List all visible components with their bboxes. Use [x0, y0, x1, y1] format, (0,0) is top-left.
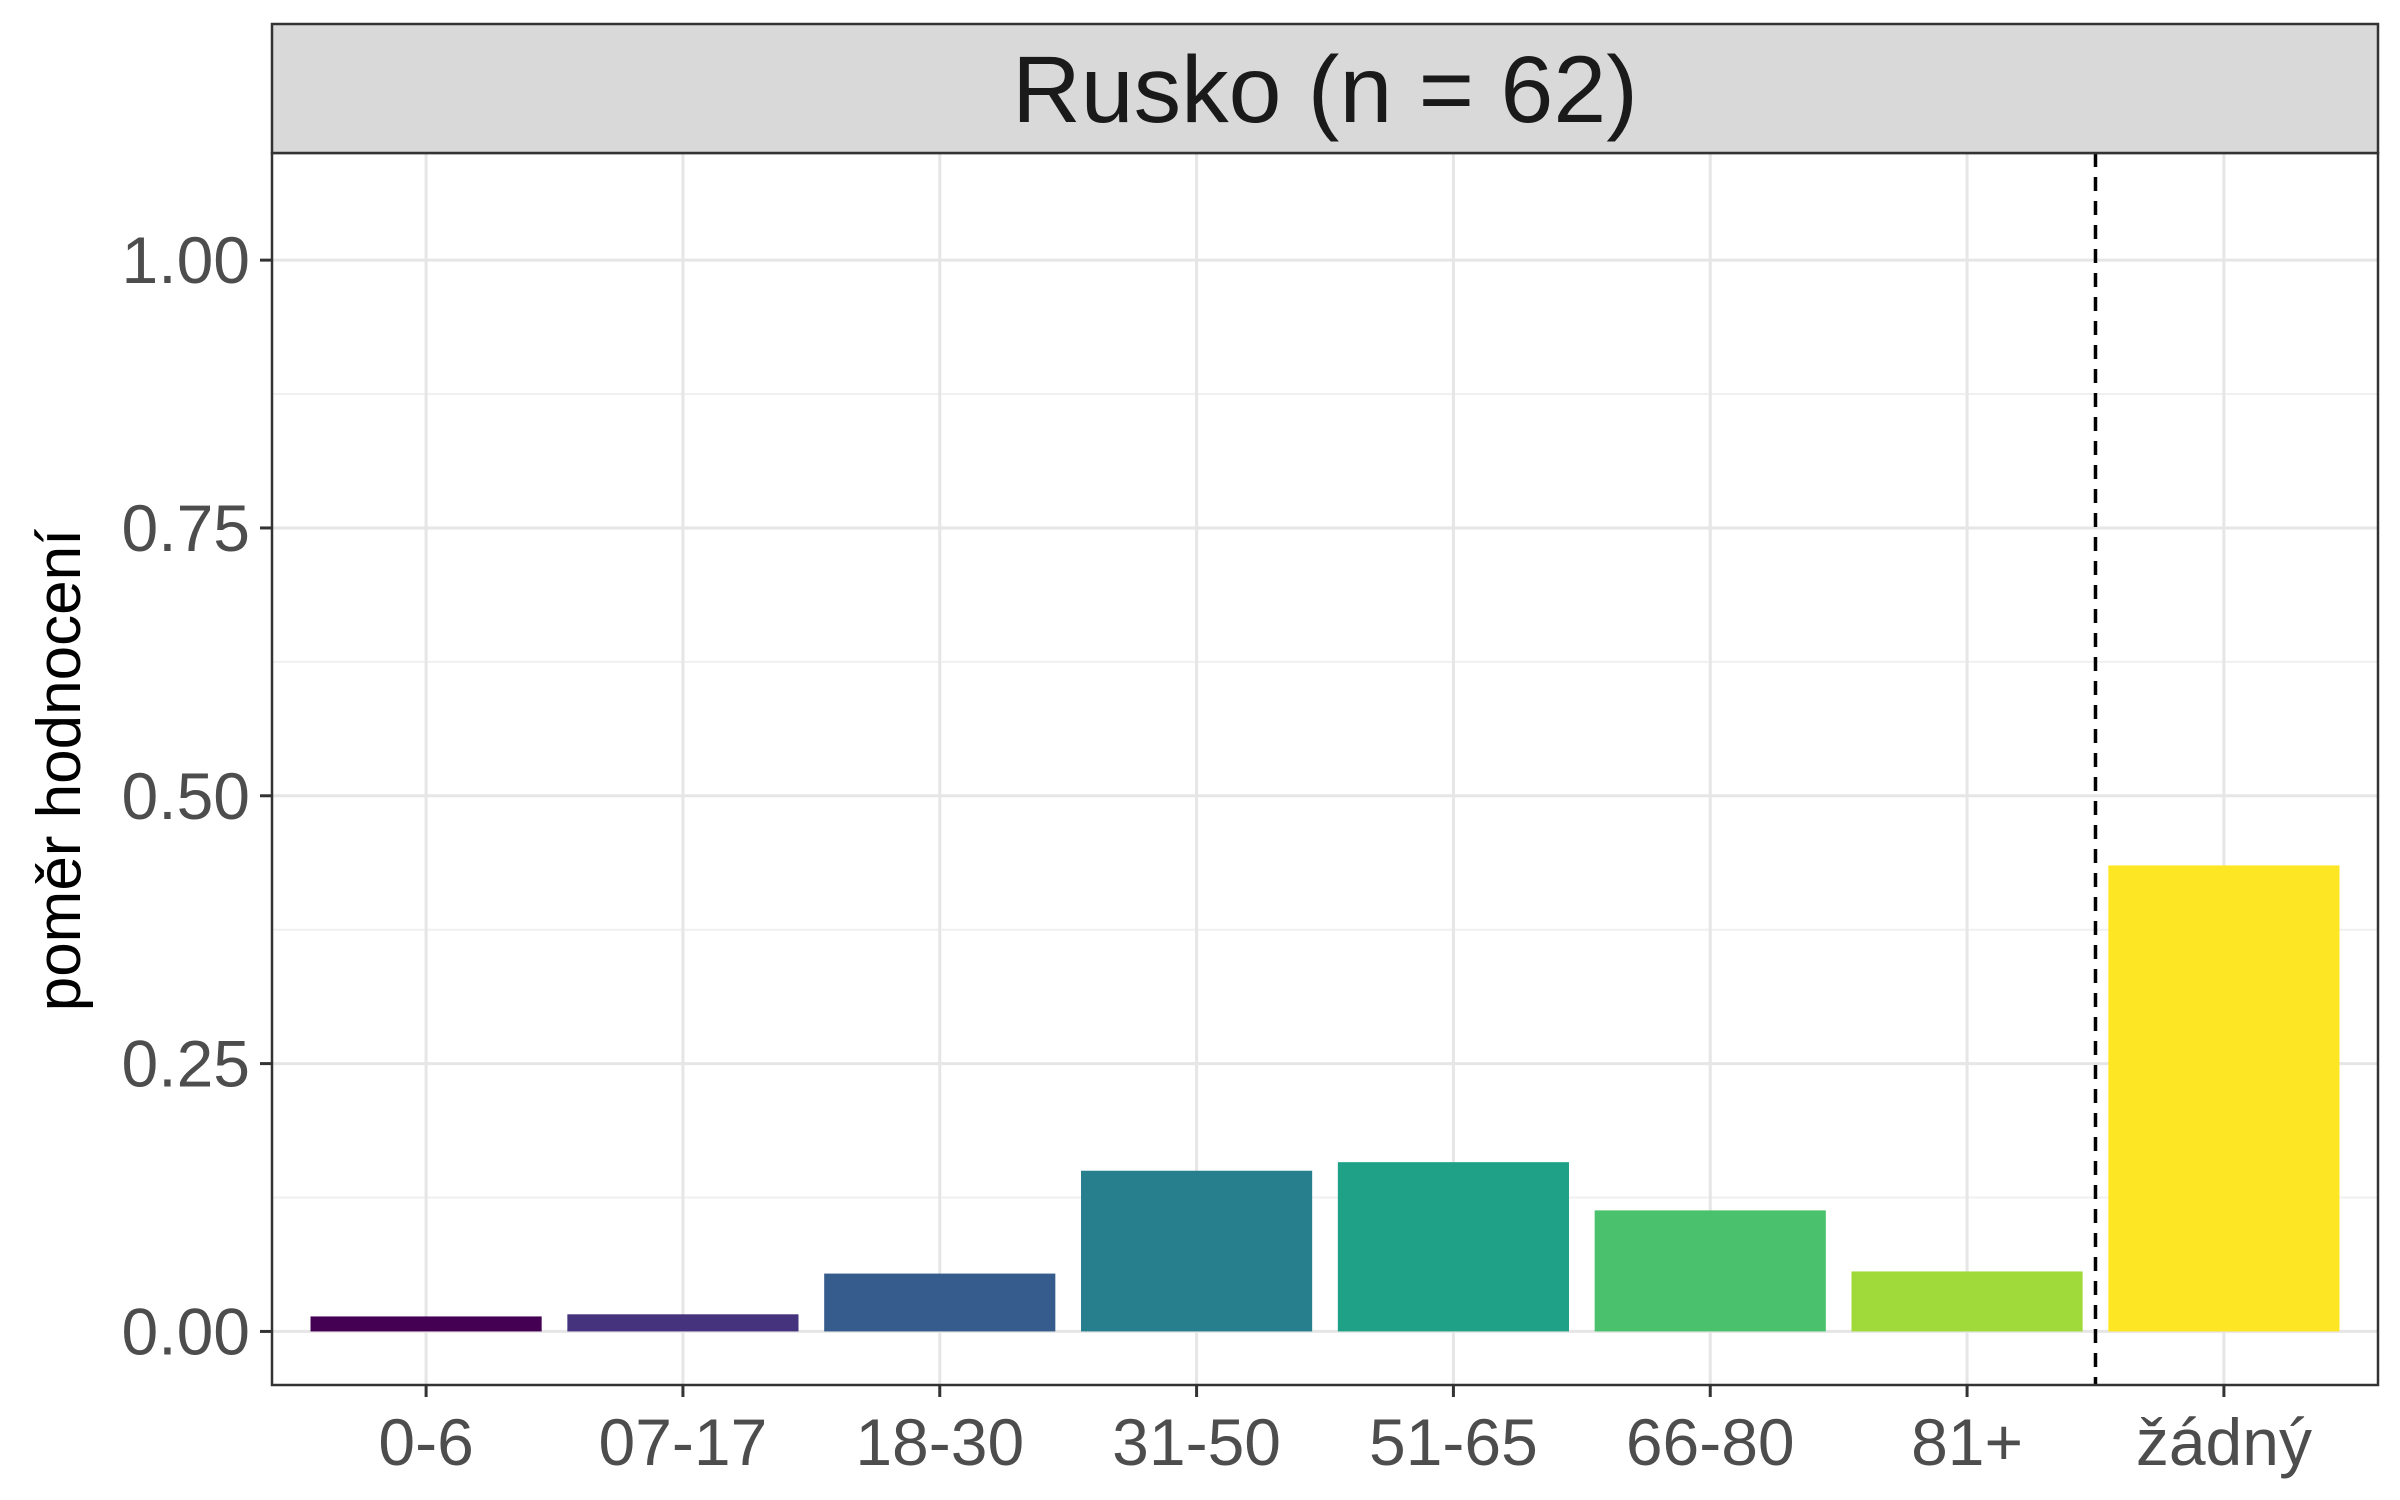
- y-tick-marks: [260, 258, 272, 1333]
- y-tick-label: 0.25: [122, 1027, 250, 1101]
- strip-background: [270, 22, 2380, 155]
- x-tick-label: 31-50: [1112, 1405, 1281, 1479]
- grid-lines: [272, 153, 2378, 1385]
- chart-title: Rusko (n = 62): [1012, 37, 1638, 143]
- bars: [310, 865, 2340, 1332]
- bar-51-65: [1337, 1162, 1569, 1332]
- bar-66-80: [1594, 1210, 1826, 1332]
- y-tick-label: 0.00: [122, 1294, 250, 1368]
- x-tick-label: žádný: [2136, 1405, 2312, 1479]
- bar-81+: [1851, 1271, 2083, 1332]
- x-tick-label: 51-65: [1369, 1405, 1538, 1479]
- bar-0-6: [310, 1316, 542, 1332]
- y-tick-label: 0.75: [122, 491, 250, 565]
- bar-žádný: [2108, 865, 2340, 1332]
- x-tick-labels: 0-6 07-17 18-30 31-50 51-65 66-80 81+ žádný: [378, 1405, 2312, 1479]
- x-tick-marks: [424, 1385, 2226, 1397]
- x-tick-label: 66-80: [1626, 1405, 1795, 1479]
- bar-07-17: [567, 1314, 799, 1332]
- x-tick-label: 18-30: [855, 1405, 1024, 1479]
- x-tick-label: 0-6: [378, 1405, 473, 1479]
- bar-18-30: [824, 1273, 1056, 1332]
- panel-border: [270, 151, 2380, 1387]
- x-tick-label: 81+: [1911, 1405, 2023, 1479]
- x-tick-label: 07-17: [599, 1405, 768, 1479]
- bar-31-50: [1081, 1170, 1313, 1332]
- y-axis-title: poměr hodnocení: [25, 529, 94, 1012]
- y-tick-labels: 0.00 0.25 0.50 0.75 1.00: [122, 223, 250, 1368]
- y-tick-label: 0.50: [122, 759, 250, 833]
- y-tick-label: 1.00: [122, 223, 250, 297]
